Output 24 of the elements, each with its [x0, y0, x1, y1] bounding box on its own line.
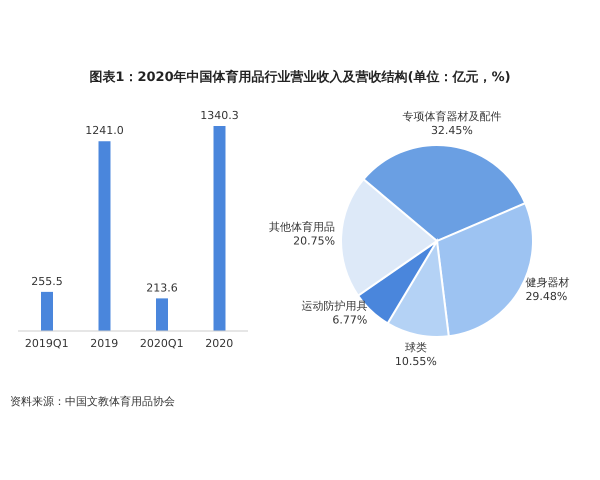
x-tick-label: 2020Q1 [140, 336, 184, 350]
data-label: 255.5 [31, 274, 63, 288]
data-label: 10.55% [394, 354, 437, 368]
slice-label: 其他体育用品 [269, 220, 336, 234]
text: 资料来源：中国文教体育用品协会 [10, 394, 176, 409]
data-label: 213.6 [146, 281, 178, 294]
x-tick-label: 2019Q1 [24, 336, 69, 350]
x-tick-label: 2020 [205, 336, 234, 350]
slice-label: 球类 [404, 340, 427, 354]
slice-label: 健身器材 [525, 276, 570, 289]
data-label: 32.45% [430, 124, 473, 138]
data-label: 6.77% [332, 313, 368, 326]
data-label: 29.48% [525, 290, 568, 303]
bar [214, 126, 226, 331]
slice-label: 专项体育器材及配件 [402, 110, 502, 124]
x-tick-label: 2019 [90, 336, 118, 350]
data-label: 1340.3 [200, 109, 239, 122]
data-label: 1241.0 [85, 124, 124, 138]
bar [41, 292, 53, 331]
data-label: 20.75% [293, 234, 336, 248]
slice-label: 运动防护用具 [301, 299, 368, 312]
bar [98, 141, 110, 331]
text: 图表1：2020年中国体育用品行业营业收入及营收结构(单位：亿元，%) [88, 68, 512, 86]
bar [156, 298, 168, 331]
